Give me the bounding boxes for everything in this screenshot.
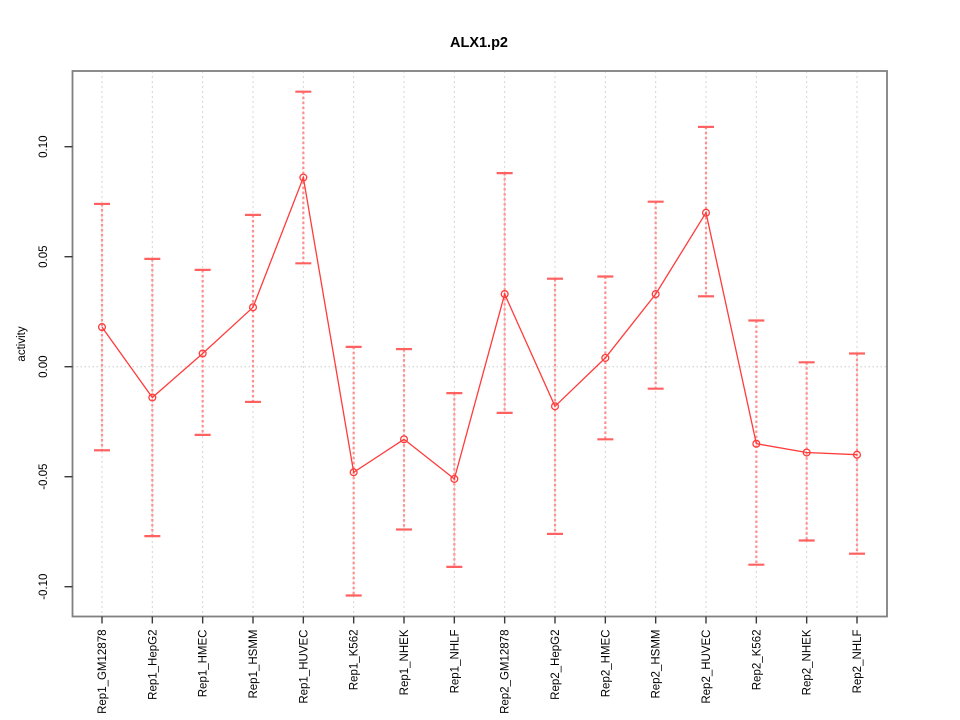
data-point-marker [148,393,157,402]
data-point-marker [450,474,459,483]
y-tick-label: -0.05 [38,464,50,490]
data-point-marker [601,353,610,362]
error-bars [94,90,865,597]
x-tick-label: Rep1_HMEC [198,630,210,698]
x-tick-label: Rep1_NHEK [399,629,411,695]
data-point-marker [248,303,258,312]
data-point-marker [198,349,207,358]
plot-border [71,70,888,618]
data-point-marker [550,402,560,411]
x-tick-label: Rep1_K562 [349,630,361,691]
data-point-marker [752,439,761,448]
data-points [97,173,862,483]
data-point-marker [349,468,358,477]
data-point-marker [299,173,308,182]
x-tick-label: Rep1_GM12878 [97,630,109,714]
data-point-marker [651,290,660,299]
x-tick-label: Rep2_K562 [751,630,763,691]
data-point-marker [500,290,509,299]
y-tick-label: 0.05 [38,246,50,268]
x-tick-label: Rep1_HSMM [248,630,260,699]
x-tick-label: Rep2_NHEK [802,629,814,695]
x-axis-labels: Rep1_GM12878 Rep1_HepG2 Rep1_HMEC Rep1_HSMM… [97,629,864,714]
gridlines [101,71,858,617]
series-line [101,175,858,481]
x-axis-ticks [101,616,858,624]
x-tick-label: Rep1_HepG2 [147,630,159,700]
data-point-marker [701,208,711,217]
y-tick-label: 0.10 [38,136,50,158]
x-tick-label: Rep2_HepG2 [550,630,562,700]
y-axis-ticks [64,145,73,588]
series-line-group [101,175,858,481]
data-point-marker [399,435,409,444]
data-point-marker [802,448,811,457]
x-tick-label: Rep1_HUVEC [298,630,310,704]
x-tick-label: Rep1_NHLF [449,630,461,694]
x-tick-label: Rep2_HMEC [600,630,612,698]
y-axis-title: activity [16,326,28,361]
data-point-marker [97,323,107,332]
y-tick-label: -0.10 [38,574,50,600]
data-point-marker [852,450,862,459]
chart-title: ALX1.p2 [450,35,508,51]
x-tick-label: Rep2_HUVEC [701,630,713,704]
y-axis-labels: 0.10 0.05 0.00 -0.05 -0.10 [38,136,50,600]
x-tick-label: Rep2_GM12878 [500,630,512,714]
x-tick-label: Rep2_NHLF [852,630,864,694]
y-tick-label: 0.00 [38,356,50,378]
x-tick-label: Rep2_HSMM [651,630,663,699]
